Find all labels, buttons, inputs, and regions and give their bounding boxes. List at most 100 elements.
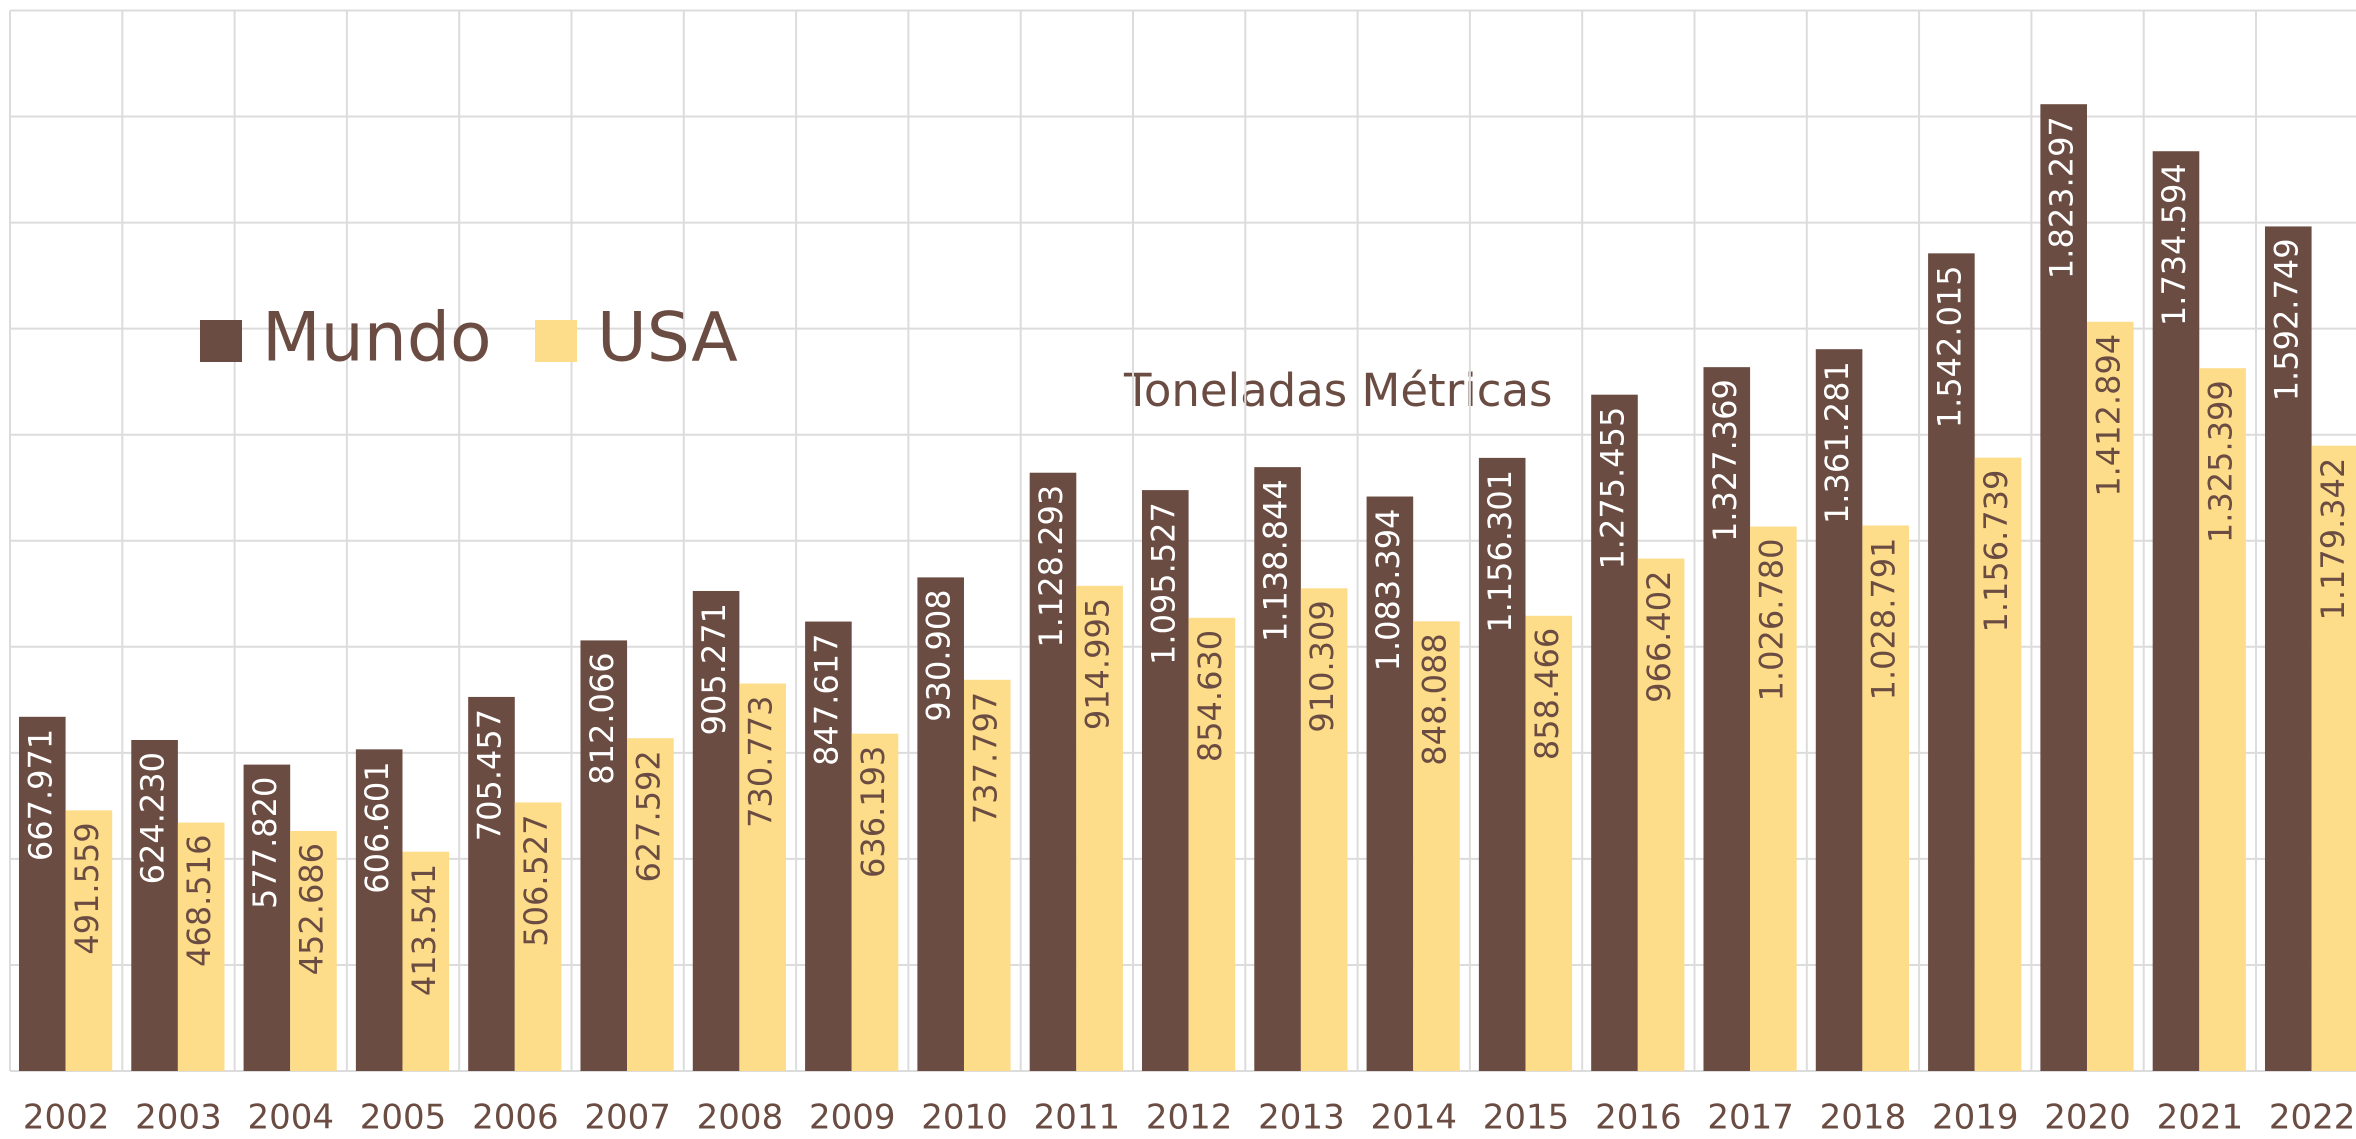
- value-label: 966.402: [1640, 571, 1678, 703]
- x-tick-label: 2012: [1146, 1098, 1233, 1138]
- x-tick-label: 2022: [2269, 1098, 2356, 1138]
- value-label: 577.820: [246, 777, 284, 909]
- x-tick-label: 2016: [1595, 1098, 1682, 1138]
- value-label: 1.542.015: [1930, 265, 1968, 428]
- x-tick-label: 2017: [1707, 1098, 1794, 1138]
- value-label: 1.156.739: [1977, 470, 2015, 633]
- x-tick-label: 2014: [1370, 1098, 1457, 1138]
- value-label: 930.908: [920, 589, 958, 721]
- bar: [627, 738, 674, 1071]
- bar: [243, 764, 291, 1071]
- bar: [1188, 617, 1236, 1071]
- value-label: 1.095.527: [1144, 502, 1182, 665]
- bar: [692, 590, 740, 1071]
- bar: [1029, 472, 1077, 1071]
- bar: [65, 810, 113, 1071]
- bar: [2311, 445, 2356, 1071]
- x-tick-label: 2010: [921, 1098, 1008, 1138]
- bar: [739, 683, 786, 1071]
- bar: [580, 640, 628, 1071]
- legend-label: USA: [597, 299, 738, 378]
- bar: [1750, 526, 1797, 1071]
- bar: [1141, 490, 1189, 1071]
- bar: [131, 740, 178, 1071]
- bar: [1815, 349, 1863, 1071]
- value-label: 413.541: [405, 864, 443, 996]
- value-label: 847.617: [807, 634, 845, 766]
- bar: [1928, 253, 1975, 1071]
- x-tick-label: 2002: [23, 1098, 110, 1138]
- bar: [2040, 104, 2087, 1071]
- value-label: 1.028.791: [1865, 537, 1903, 700]
- value-label: 1.592.749: [2267, 238, 2305, 401]
- bar: [1366, 496, 1414, 1071]
- value-label: 1.026.780: [1752, 539, 1790, 702]
- bar: [1076, 585, 1123, 1071]
- bar: [402, 851, 450, 1071]
- x-tick-label: 2009: [809, 1098, 896, 1138]
- bar: [805, 621, 852, 1071]
- legend-swatch: [535, 320, 577, 362]
- bar: [1478, 457, 1526, 1071]
- value-label: 1.325.399: [2202, 380, 2240, 543]
- bar: [917, 577, 964, 1071]
- bar: [1591, 394, 1638, 1072]
- bar: [514, 802, 562, 1071]
- x-tick-label: 2019: [1932, 1098, 2019, 1138]
- bar: [355, 749, 403, 1071]
- bar: [290, 830, 337, 1071]
- value-label: 1.083.394: [1369, 509, 1407, 672]
- x-tick-label: 2021: [2157, 1098, 2244, 1138]
- bar: [1974, 457, 2022, 1071]
- annotation: Toneladas Métricas: [1123, 364, 1552, 417]
- value-label: 1.734.594: [2155, 163, 2193, 326]
- value-label: 627.592: [629, 750, 667, 882]
- value-label: 636.193: [854, 746, 892, 878]
- x-tick-label: 2003: [135, 1098, 222, 1138]
- bar: [1862, 525, 1909, 1071]
- value-label: 1.179.342: [2314, 458, 2352, 621]
- value-label: 910.309: [1303, 600, 1341, 732]
- bar: [18, 716, 66, 1071]
- value-label: 506.527: [517, 814, 555, 946]
- x-tick-label: 2004: [247, 1098, 334, 1138]
- value-label: 905.271: [695, 603, 733, 735]
- value-label: 848.088: [1415, 633, 1453, 765]
- value-label: 812.066: [583, 652, 621, 784]
- value-label: 468.516: [180, 835, 218, 967]
- value-label: 1.412.894: [2089, 334, 2127, 497]
- bar: [468, 696, 515, 1071]
- x-tick-label: 2006: [472, 1098, 559, 1138]
- bar: [2264, 226, 2312, 1072]
- value-label: 1.128.293: [1032, 485, 1070, 648]
- value-label: 858.466: [1528, 628, 1566, 760]
- bar: [1413, 621, 1460, 1071]
- value-label: 1.823.297: [2043, 116, 2081, 279]
- value-label: 854.630: [1191, 630, 1229, 762]
- bar: [1703, 367, 1751, 1071]
- bar: [1637, 558, 1685, 1071]
- value-label: 1.156.301: [1481, 470, 1519, 633]
- grid: [9, 9, 2356, 1072]
- legend-label: Mundo: [262, 299, 492, 378]
- x-tick-label: 2005: [360, 1098, 447, 1138]
- bar: [963, 679, 1011, 1071]
- x-tick-label: 2013: [1258, 1098, 1345, 1138]
- x-tick-label: 2020: [2044, 1098, 2131, 1138]
- bar: [2086, 321, 2134, 1071]
- value-label: 914.995: [1079, 598, 1117, 730]
- bar: [2152, 151, 2200, 1071]
- bar: [1300, 588, 1348, 1071]
- x-tick-label: 2018: [1820, 1098, 1907, 1138]
- value-label: 1.275.455: [1593, 407, 1631, 570]
- x-tick-label: 2007: [584, 1098, 671, 1138]
- bar: [2199, 368, 2246, 1072]
- value-label: 1.327.369: [1706, 379, 1744, 542]
- value-label: 737.797: [966, 692, 1004, 824]
- value-label: 491.559: [68, 822, 106, 954]
- bar: [1254, 467, 1301, 1072]
- value-label: 606.601: [358, 761, 396, 893]
- legend-swatch: [200, 320, 242, 362]
